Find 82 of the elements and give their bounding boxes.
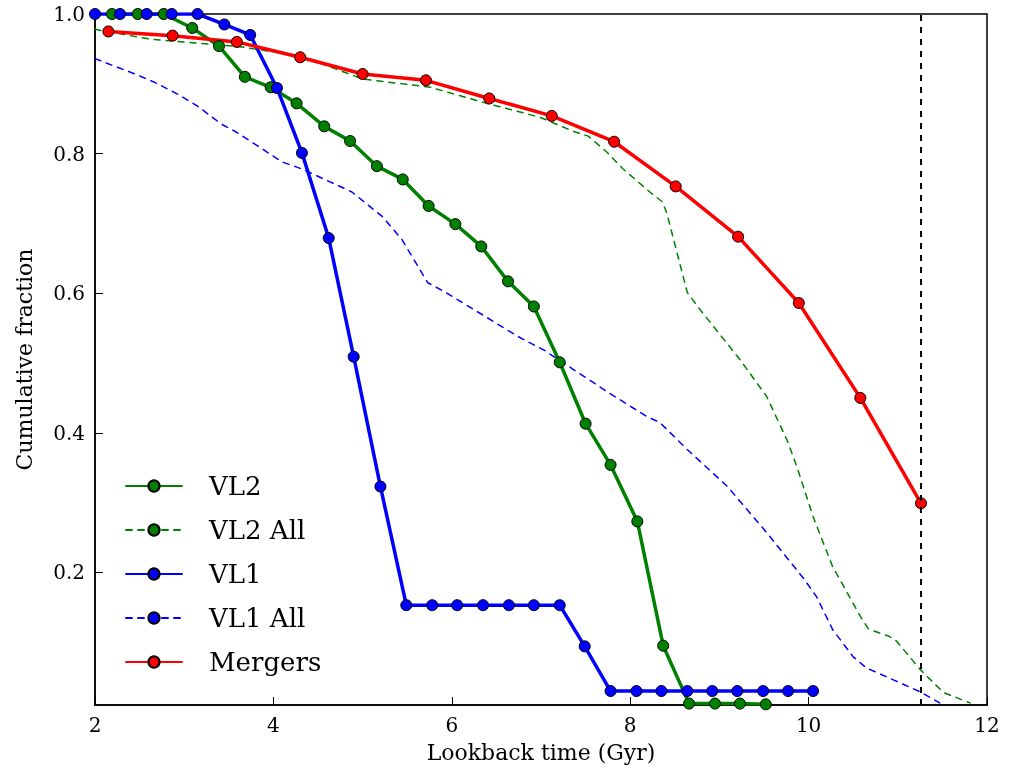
point — [578, 640, 591, 653]
point — [669, 180, 682, 193]
point — [807, 685, 820, 698]
x-tick-label: 4 — [267, 713, 280, 737]
point — [655, 685, 668, 698]
point — [681, 685, 694, 698]
point — [294, 51, 307, 64]
point — [244, 28, 257, 41]
point — [630, 685, 643, 698]
point — [553, 356, 566, 369]
point — [344, 135, 357, 148]
point — [475, 240, 488, 253]
point — [604, 685, 617, 698]
legend-label: VL2 All — [208, 515, 306, 545]
point — [579, 417, 592, 430]
point — [706, 685, 719, 698]
point — [792, 296, 805, 309]
point — [732, 230, 745, 243]
legend-label: VL2 — [208, 471, 262, 501]
point — [426, 599, 439, 612]
point — [166, 29, 179, 42]
point — [400, 599, 413, 612]
point — [102, 25, 115, 38]
point — [213, 40, 225, 53]
x-tick-label: 10 — [795, 713, 822, 737]
point — [683, 697, 696, 710]
point — [708, 697, 721, 710]
point — [449, 218, 462, 231]
point — [545, 109, 558, 122]
point — [483, 92, 496, 105]
point — [502, 599, 515, 612]
point — [113, 8, 126, 20]
point — [356, 68, 369, 81]
point — [759, 698, 772, 711]
point — [733, 697, 746, 710]
point — [370, 160, 383, 173]
y-tick-label: 0.2 — [53, 560, 85, 585]
point — [140, 8, 153, 20]
y-tick-label: 0.6 — [53, 281, 85, 306]
point — [322, 232, 335, 245]
point — [422, 199, 435, 212]
y-axis-title: Cumulative fraction — [11, 248, 37, 471]
point — [396, 173, 409, 186]
point — [657, 639, 670, 652]
point — [290, 97, 303, 110]
point — [318, 120, 331, 133]
x-tick-label: 12 — [974, 713, 1000, 737]
point — [553, 599, 566, 612]
point — [89, 8, 101, 20]
point — [608, 135, 621, 148]
point — [238, 70, 251, 83]
point — [295, 146, 308, 159]
point — [731, 685, 744, 698]
point — [270, 81, 283, 94]
point — [165, 8, 178, 20]
y-tick-label: 0.8 — [53, 141, 85, 166]
point — [757, 685, 770, 698]
point — [527, 300, 540, 313]
point — [419, 74, 432, 87]
point — [374, 480, 387, 493]
x-tick-label: 2 — [88, 713, 102, 737]
point — [782, 685, 795, 698]
x-axis-title: Lookback time (Gyr) — [426, 739, 656, 765]
point — [854, 391, 867, 404]
legend-label: VL1 All — [208, 603, 306, 633]
y-tick-label: 1.0 — [53, 2, 85, 26]
point — [218, 18, 231, 31]
legend-label: VL1 — [208, 559, 262, 589]
point — [527, 599, 540, 612]
point — [186, 21, 199, 34]
point — [604, 458, 617, 471]
point — [230, 35, 243, 48]
y-tick-label: 0.4 — [53, 420, 85, 445]
point — [631, 515, 644, 528]
point — [451, 599, 464, 612]
point — [477, 599, 490, 612]
point — [191, 8, 204, 20]
point — [347, 350, 360, 363]
legend-label: Mergers — [209, 647, 322, 677]
point — [502, 275, 514, 288]
x-tick-label: 8 — [623, 713, 637, 737]
x-tick-label: 6 — [445, 713, 459, 737]
